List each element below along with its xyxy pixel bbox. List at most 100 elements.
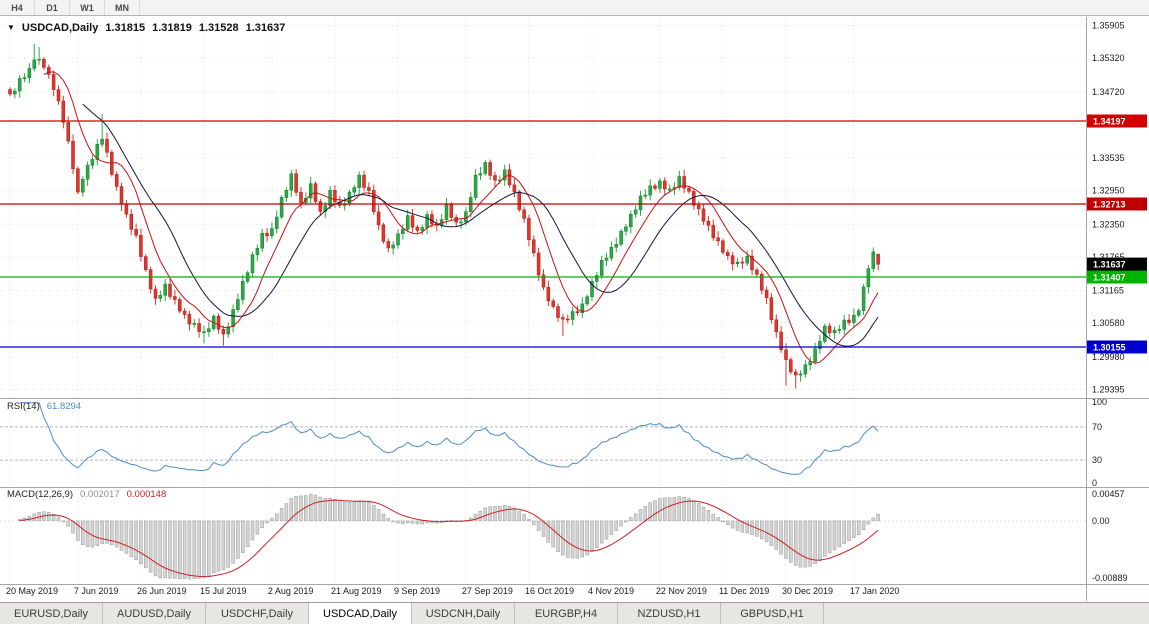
bull-candle xyxy=(250,254,255,273)
timeframe-toolbar: H4 D1 W1 MN xyxy=(0,0,1149,16)
chart-tab-eurgbp-h4[interactable]: EURGBP,H4 xyxy=(515,603,618,624)
timeframe-d1-button[interactable]: D1 xyxy=(35,0,70,15)
macd-histogram-bar xyxy=(294,495,298,522)
macd-axis-label-zero: 0.00 xyxy=(1092,516,1110,526)
quote-header: ▼ USDCAD,Daily 1.31815 1.31819 1.31528 1… xyxy=(7,22,285,34)
date-axis-label: 17 Jan 2020 xyxy=(850,586,900,596)
bull-candle xyxy=(599,260,604,276)
bear-candle xyxy=(493,175,497,181)
macd-histogram-bar xyxy=(473,513,478,522)
macd-histogram-bar xyxy=(745,520,749,534)
bear-candle xyxy=(182,310,187,315)
bear-candle xyxy=(532,239,536,254)
chart-tab-usdcnh-daily[interactable]: USDCNH,Daily xyxy=(412,603,515,624)
bull-candle xyxy=(818,341,822,349)
bear-candle xyxy=(367,187,371,191)
date-axis-label: 27 Sep 2019 xyxy=(462,586,513,596)
bull-candle xyxy=(798,373,803,376)
bear-candle xyxy=(42,59,46,68)
macd-histogram-bar xyxy=(595,520,599,549)
macd-histogram-bar xyxy=(711,513,716,522)
bull-candle xyxy=(270,228,274,237)
macd-histogram-bar xyxy=(692,500,696,522)
macd-histogram-bar xyxy=(265,520,269,524)
bear-candle xyxy=(372,190,376,213)
price-label-text: 1.31637 xyxy=(1093,260,1126,270)
macd-histogram-bar xyxy=(750,520,754,535)
bear-candle xyxy=(512,184,517,193)
price-axis-label: 1.32950 xyxy=(1092,186,1125,196)
macd-histogram-bar xyxy=(173,520,177,579)
timeframe-mn-button[interactable]: MN xyxy=(105,0,140,15)
timeframe-w1-button[interactable]: W1 xyxy=(70,0,105,15)
bull-candle xyxy=(13,90,17,95)
bull-candle xyxy=(352,187,357,193)
timeframe-h4-button[interactable]: H4 xyxy=(0,0,35,15)
bear-candle xyxy=(318,201,323,212)
rsi-axis-label: 0 xyxy=(1092,478,1097,488)
macd-histogram-bar xyxy=(614,520,619,531)
macd-histogram-bar xyxy=(207,520,211,577)
bear-candle xyxy=(682,176,686,189)
date-axis-label: 26 Jun 2019 xyxy=(137,586,187,596)
bull-candle xyxy=(90,159,95,166)
chart-tab-nzdusd-h1[interactable]: NZDUSD,H1 xyxy=(618,603,721,624)
bull-candle xyxy=(570,311,575,320)
bull-candle xyxy=(163,283,167,296)
macd-histogram-bar xyxy=(32,513,37,522)
bear-candle xyxy=(687,187,691,192)
chart-tab-eurusd-daily[interactable]: EURUSD,Daily xyxy=(0,603,103,624)
price-label-text: 1.31407 xyxy=(1093,272,1126,282)
macd-header: MACD(12,26,9) 0.002017 0.000148 xyxy=(7,489,166,500)
macd-histogram-bar xyxy=(338,500,342,522)
macd-histogram-bar xyxy=(774,520,779,550)
symbol-timeframe-label: USDCAD,Daily xyxy=(21,22,99,34)
bear-candle xyxy=(386,241,391,249)
bear-candle xyxy=(362,174,366,188)
macd-histogram-bar xyxy=(352,501,357,522)
macd-signal-line xyxy=(19,499,879,578)
macd-histogram-bar xyxy=(648,502,652,522)
macd-histogram-bar xyxy=(682,497,686,522)
date-axis-label: 11 Dec 2019 xyxy=(719,586,769,596)
bull-candle xyxy=(502,169,507,181)
bull-candle xyxy=(808,361,812,365)
macd-histogram-bar xyxy=(483,507,488,522)
bull-candle xyxy=(837,329,842,331)
bear-candle xyxy=(71,140,75,170)
price-label-text: 1.32713 xyxy=(1093,199,1126,209)
macd-histogram-bar xyxy=(619,520,623,527)
chart-tab-audusd-daily[interactable]: AUDUSD,Daily xyxy=(103,603,206,624)
bull-candle xyxy=(624,226,628,232)
macd-histogram-bar xyxy=(420,520,424,525)
chart-tab-gbpusd-h1[interactable]: GBPUSD,H1 xyxy=(721,603,824,624)
chart-tab-usdcad-daily[interactable]: USDCAD,Daily xyxy=(309,603,412,624)
bear-candle xyxy=(527,218,531,241)
bull-candle xyxy=(633,209,638,215)
macd-histogram-bar xyxy=(216,520,221,572)
macd-histogram-bar xyxy=(313,494,318,522)
macd-histogram-bar xyxy=(250,520,255,541)
bear-candle xyxy=(61,100,66,123)
macd-histogram-bar xyxy=(784,520,788,559)
bear-candle xyxy=(449,204,454,218)
macd-histogram-bar xyxy=(270,518,274,522)
date-axis-label: 15 Jul 2019 xyxy=(200,586,247,596)
chart-tab-usdchf-daily[interactable]: USDCHF,Daily xyxy=(206,603,309,624)
macd-histogram-bar xyxy=(629,517,633,522)
macd-histogram-bar xyxy=(241,520,245,553)
bull-candle xyxy=(289,173,294,191)
macd-histogram-bar xyxy=(842,520,846,544)
bear-candle xyxy=(696,204,701,210)
macd-histogram-bar xyxy=(114,520,119,548)
bull-candle xyxy=(27,68,32,78)
bear-candle xyxy=(556,306,560,318)
bull-candle xyxy=(85,165,90,180)
price-label-box xyxy=(1087,197,1147,211)
macd-histogram-bar xyxy=(299,495,303,522)
price-axis-label: 1.35320 xyxy=(1092,53,1125,63)
macd-histogram-bar xyxy=(153,520,158,577)
bear-candle xyxy=(114,174,119,187)
macd-histogram-bar xyxy=(580,520,585,558)
